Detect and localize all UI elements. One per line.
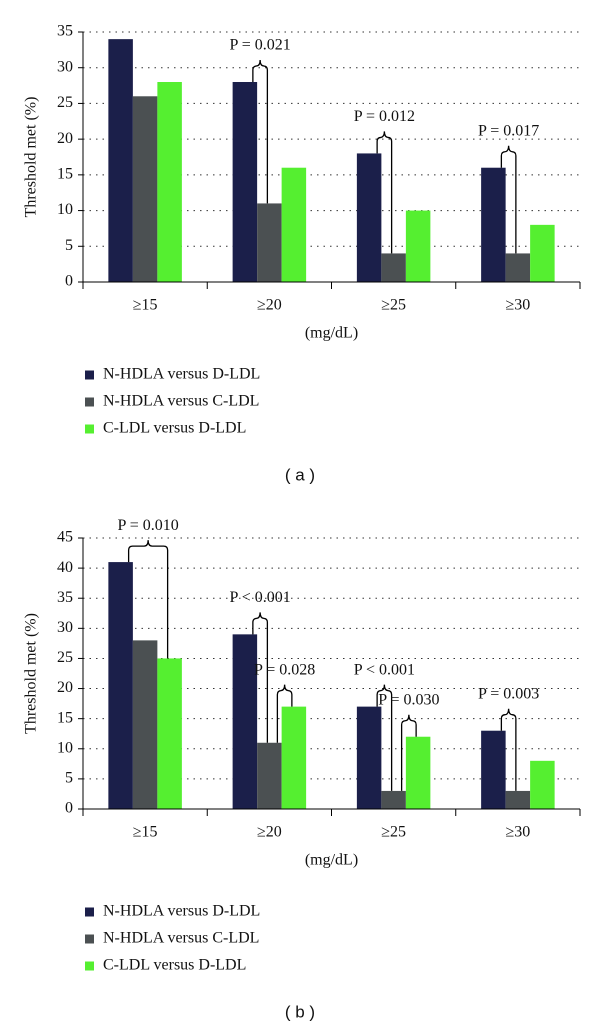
legend-label: C-LDL versus D-LDL [103, 957, 246, 974]
legend-label: N-HDLA versus D-LDL [103, 366, 260, 383]
y-tick-label: 20 [57, 679, 73, 696]
bar [281, 167, 307, 282]
bar [257, 742, 282, 809]
x-axis-label: (mg/dL) [305, 852, 358, 869]
y-tick-label: 0 [65, 273, 73, 290]
y-tick-label: 15 [57, 709, 73, 726]
bar [232, 82, 258, 282]
bar [481, 730, 506, 809]
p-value: P = 0.017 [478, 122, 539, 139]
legend-swatch [85, 934, 94, 944]
p-value: P < 0.001 [354, 661, 415, 678]
y-tick-label: 15 [57, 166, 73, 183]
bar [356, 153, 382, 282]
y-tick-label: 25 [57, 94, 73, 111]
x-tick-label: ≥25 [381, 297, 406, 314]
y-tick-label: 40 [57, 559, 73, 576]
bracket [376, 131, 393, 254]
x-tick-label: ≥30 [505, 824, 530, 841]
y-tick-label: 10 [57, 201, 73, 218]
y-tick-label: 5 [65, 237, 73, 254]
bar [132, 96, 158, 283]
bar [405, 736, 431, 809]
p-value: P < 0.001 [229, 589, 290, 606]
x-tick-label: ≥30 [505, 297, 530, 314]
legend-swatch [85, 961, 94, 971]
x-tick-label: ≥15 [133, 824, 158, 841]
p-value: P = 0.021 [229, 37, 290, 54]
bar [530, 224, 555, 282]
bar [356, 706, 382, 809]
y-tick-label: 10 [57, 739, 73, 756]
bar [405, 210, 431, 282]
panel-label: ( b ) [285, 1002, 315, 1021]
x-axis-label: (mg/dL) [305, 325, 358, 342]
legend-label: C-LDL versus D-LDL [103, 420, 246, 437]
bar [108, 39, 133, 283]
bracket [252, 612, 269, 743]
legend-swatch [85, 907, 94, 917]
bracket [127, 540, 169, 659]
bar [157, 658, 182, 809]
bar [232, 634, 258, 809]
y-tick-label: 5 [65, 770, 73, 787]
bar [505, 253, 531, 282]
y-tick-label: 35 [57, 23, 73, 40]
legend-swatch [85, 370, 94, 380]
bracket [252, 59, 269, 204]
legend-label: N-HDLA versus D-LDL [103, 903, 260, 920]
x-tick-label: ≥25 [381, 824, 406, 841]
p-value: P = 0.030 [378, 691, 439, 708]
bar [257, 203, 282, 282]
y-tick-label: 35 [57, 589, 73, 606]
legend-label: N-HDLA versus C-LDL [103, 393, 259, 410]
bar [381, 790, 406, 809]
y-tick-label: 25 [57, 649, 73, 666]
p-value: P = 0.028 [254, 661, 315, 678]
bar [108, 562, 133, 809]
legend-swatch [85, 424, 94, 434]
y-tick-label: 45 [57, 529, 73, 546]
y-tick-label: 30 [57, 58, 73, 75]
y-tick-label: 30 [57, 619, 73, 636]
y-tick-label: 20 [57, 130, 73, 147]
bar [132, 640, 158, 809]
bar [381, 253, 406, 282]
x-tick-label: ≥15 [133, 297, 158, 314]
y-tick-label: 0 [65, 800, 73, 817]
bar [481, 167, 506, 282]
p-value: P = 0.003 [478, 685, 539, 702]
bar [157, 82, 182, 282]
legend-swatch [85, 397, 94, 407]
p-value: P = 0.010 [117, 517, 178, 534]
x-tick-label: ≥20 [257, 824, 282, 841]
x-tick-label: ≥20 [257, 297, 282, 314]
bar [530, 760, 555, 809]
legend-label: N-HDLA versus C-LDL [103, 930, 259, 947]
bar [281, 706, 307, 809]
panel-label: ( a ) [285, 465, 315, 484]
p-value: P = 0.012 [354, 108, 415, 125]
bar [505, 790, 531, 809]
y-axis-label: Threshold met (%) [23, 97, 40, 218]
y-axis-label: Threshold met (%) [23, 613, 40, 734]
